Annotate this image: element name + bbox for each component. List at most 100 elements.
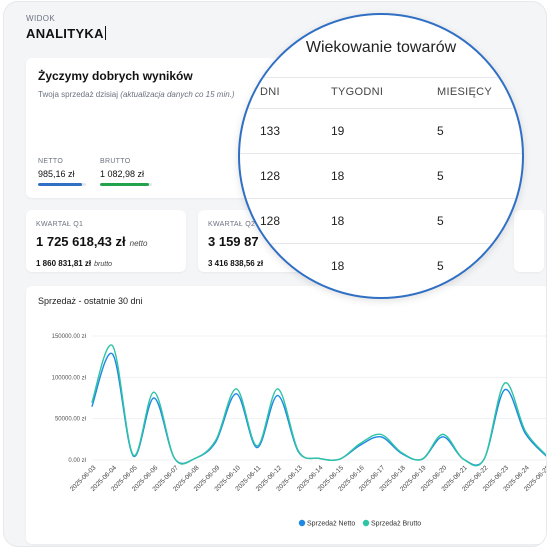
data-point bbox=[400, 451, 403, 454]
aging-row: 133 19 5 bbox=[240, 108, 522, 154]
data-point bbox=[462, 458, 465, 460]
data-point bbox=[297, 450, 299, 452]
data-point bbox=[524, 430, 526, 432]
data-point bbox=[91, 405, 93, 407]
y-tick-label: 50000.00 zł bbox=[55, 417, 87, 423]
aging-row: 128 18 5 bbox=[240, 198, 522, 244]
data-point bbox=[504, 382, 506, 384]
aging-cell-days: 133 bbox=[260, 124, 281, 138]
magnifier-lens: Wiekowanie towarów DNI TYGODNI MIESIĘCY … bbox=[238, 13, 524, 299]
aging-title: Wiekowanie towarów bbox=[305, 39, 457, 56]
view-title-text: ANALITYKA bbox=[26, 26, 104, 41]
quarter-gross-suffix: brutto bbox=[94, 261, 113, 268]
aging-cell-weeks: 19 bbox=[331, 124, 345, 138]
data-point bbox=[132, 454, 134, 456]
aging-cell-days: 128 bbox=[260, 214, 281, 228]
series-line-sprzeda-netto bbox=[91, 352, 546, 466]
quarter-net-value: 3 159 87 bbox=[208, 234, 259, 249]
aging-row: 18 5 bbox=[240, 243, 522, 289]
data-point bbox=[256, 445, 258, 447]
legend-marker bbox=[298, 519, 306, 527]
aging-header-days: DNI bbox=[260, 86, 280, 98]
quarter-net: 3 159 87 bbox=[208, 233, 263, 251]
quarter-gross-value: 3 416 838,56 zł bbox=[208, 259, 264, 268]
sales-line-chart: 0.00 zł 50000.00 zł 100000.00 zł 150000.00 … bbox=[52, 334, 546, 528]
data-point bbox=[380, 436, 382, 438]
data-point bbox=[277, 394, 279, 397]
data-point bbox=[173, 457, 176, 459]
brutto-progress-bar bbox=[100, 183, 152, 186]
data-point bbox=[91, 401, 93, 403]
data-point bbox=[194, 457, 196, 459]
data-point bbox=[318, 457, 320, 459]
brutto-label: BRUTTO bbox=[100, 158, 131, 165]
data-point bbox=[421, 458, 423, 460]
data-point bbox=[235, 388, 238, 390]
data-point bbox=[442, 436, 444, 438]
data-point bbox=[215, 439, 217, 441]
quarter-label: KWARTAŁ Q2 bbox=[208, 221, 256, 228]
sales-chart-card: Sprzedaż - ostatnie 30 dni 0.00 zł 50000.… bbox=[26, 286, 546, 544]
view-title[interactable]: ANALITYKA bbox=[26, 26, 106, 41]
data-point bbox=[256, 447, 258, 449]
netto-value: 985,16 zł bbox=[38, 169, 75, 179]
quarter-net-suffix: netto bbox=[129, 239, 148, 248]
quarter-net: 1 725 618,43 zł netto bbox=[36, 233, 147, 251]
welcome-title: Życzymy dobrych wyników bbox=[38, 69, 193, 83]
data-point bbox=[235, 393, 238, 395]
netto-metric: NETTO 985,16 zł bbox=[38, 158, 86, 186]
data-point bbox=[359, 444, 361, 446]
netto-label: NETTO bbox=[38, 158, 64, 165]
legend-label: Sprzedaż Netto bbox=[307, 521, 355, 528]
aging-cell-months: 5 bbox=[437, 169, 444, 183]
data-point bbox=[277, 388, 279, 390]
y-tick-label: 0.00 zł bbox=[68, 458, 86, 464]
quarter-gross: 3 416 838,56 zł bbox=[208, 253, 266, 271]
welcome-subtitle: Twoja sprzedaż dzisiaj (aktualizacja dan… bbox=[38, 90, 235, 99]
data-point bbox=[339, 458, 341, 460]
chart-title: Sprzedaż - ostatnie 30 dni bbox=[38, 296, 143, 306]
aging-cell-days: 128 bbox=[260, 169, 281, 183]
aging-cell-months: 5 bbox=[437, 259, 444, 273]
view-label: WIDOK bbox=[26, 14, 56, 23]
aging-header-months: MIESIĘCY bbox=[437, 86, 492, 98]
aging-cell-weeks: 18 bbox=[331, 214, 345, 228]
welcome-subtitle-note: (aktualizacja danych co 15 min.) bbox=[120, 90, 235, 99]
aging-header-divider bbox=[240, 77, 522, 78]
quarter-card-partial bbox=[514, 210, 544, 272]
data-point bbox=[504, 389, 506, 391]
netto-progress-bar bbox=[38, 183, 86, 186]
aging-cell-months: 5 bbox=[437, 124, 444, 138]
netto-progress-fill bbox=[38, 183, 83, 186]
text-cursor bbox=[104, 26, 106, 40]
brutto-metric: BRUTTO 1 082,98 zł bbox=[100, 158, 152, 186]
data-point bbox=[545, 454, 546, 456]
welcome-subtitle-main: Twoja sprzedaż dzisiaj bbox=[38, 90, 119, 99]
aging-cell-weeks: 18 bbox=[331, 259, 345, 273]
brutto-progress-fill bbox=[100, 183, 150, 186]
quarter-gross: 1 860 831,81 zł brutto bbox=[36, 253, 112, 271]
legend-label: Sprzedaż Brutto bbox=[371, 521, 421, 528]
data-point bbox=[524, 432, 526, 435]
y-tick-label: 100000.00 zł bbox=[52, 375, 87, 381]
data-point bbox=[112, 345, 114, 347]
aging-header-weeks: TYGODNI bbox=[331, 86, 384, 98]
data-point bbox=[153, 397, 155, 399]
aging-row: 128 18 5 bbox=[240, 153, 522, 199]
data-point bbox=[483, 458, 485, 460]
data-point bbox=[153, 391, 155, 393]
legend-marker bbox=[362, 519, 370, 527]
y-tick-label: 150000.00 zł bbox=[52, 334, 87, 340]
quarter-net-value: 1 725 618,43 zł bbox=[36, 234, 126, 249]
data-point bbox=[442, 433, 444, 435]
series-line-sprzeda-brutto bbox=[91, 344, 546, 467]
quarter-label: KWARTAŁ Q1 bbox=[36, 221, 84, 228]
brutto-value: 1 082,98 zł bbox=[100, 169, 145, 179]
aging-cell-weeks: 18 bbox=[331, 169, 345, 183]
data-point bbox=[112, 353, 114, 355]
quarter-card-q1: KWARTAŁ Q1 1 725 618,43 zł netto 1 860 83… bbox=[26, 210, 186, 272]
data-point bbox=[359, 442, 361, 445]
quarter-gross-value: 1 860 831,81 zł bbox=[36, 259, 92, 268]
data-point bbox=[380, 433, 382, 435]
aging-cell-months: 5 bbox=[437, 214, 444, 228]
